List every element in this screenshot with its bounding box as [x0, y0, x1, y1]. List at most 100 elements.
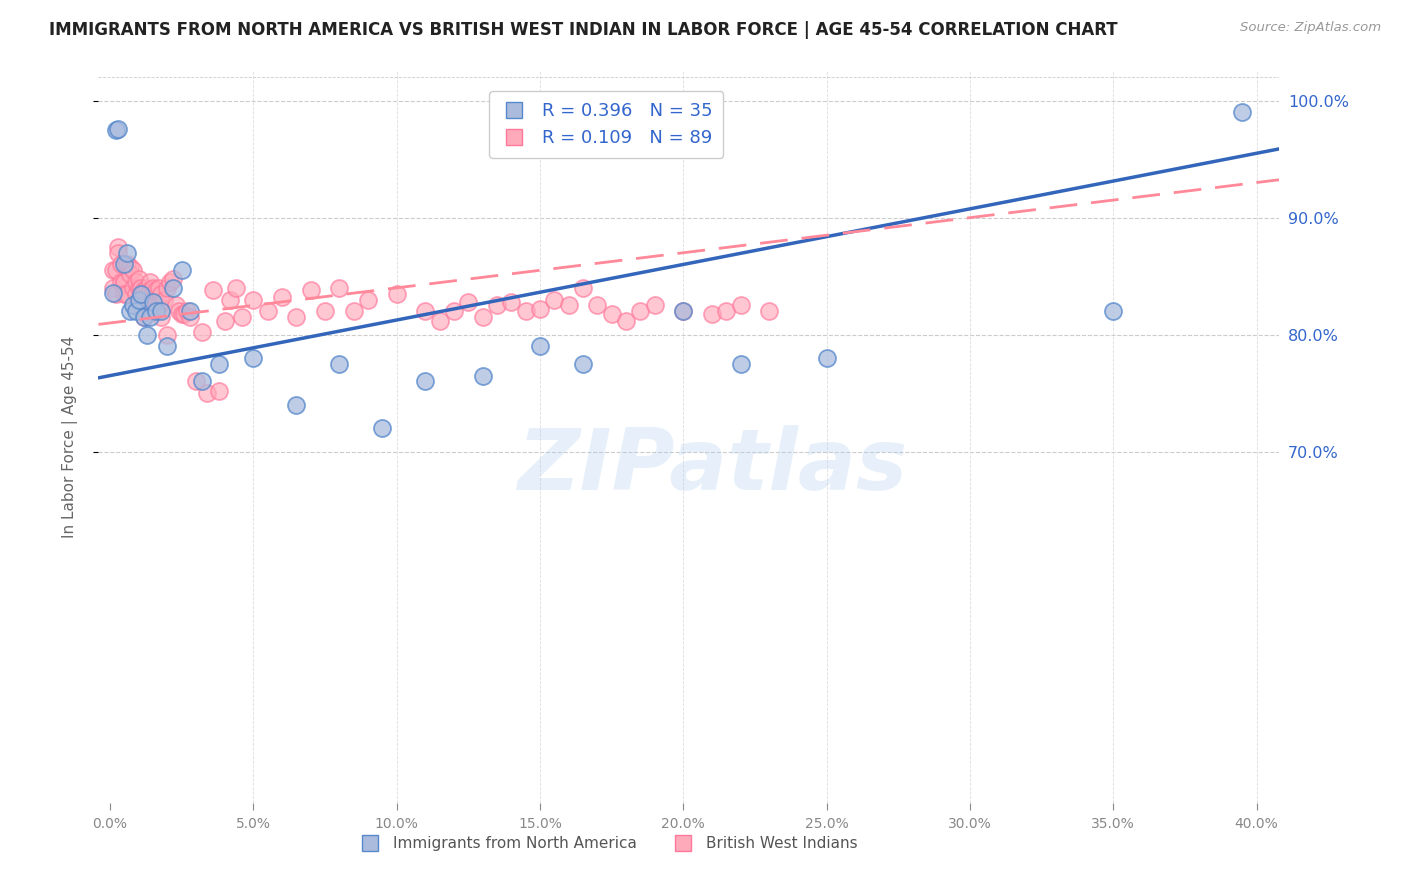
Point	[136, 304, 159, 318]
Point	[758, 304, 780, 318]
Point	[131, 281, 153, 295]
Point	[156, 281, 179, 295]
Point	[328, 281, 350, 295]
Point	[214, 313, 236, 327]
Point	[162, 271, 184, 285]
Point	[529, 339, 551, 353]
Y-axis label: In Labor Force | Age 45-54: In Labor Force | Age 45-54	[62, 336, 77, 538]
Point	[202, 283, 225, 297]
Point	[700, 307, 723, 321]
Point	[1102, 304, 1125, 318]
Point	[270, 290, 292, 304]
Point	[112, 275, 135, 289]
Point	[115, 245, 138, 260]
Point	[219, 293, 242, 307]
Point	[115, 257, 138, 271]
Point	[256, 304, 278, 318]
Point	[104, 263, 127, 277]
Point	[628, 304, 651, 318]
Point	[176, 304, 198, 318]
Point	[195, 386, 218, 401]
Point	[145, 298, 167, 312]
Point	[107, 245, 129, 260]
Point	[107, 121, 129, 136]
Point	[125, 286, 148, 301]
Point	[148, 281, 170, 295]
Point	[112, 257, 135, 271]
Text: IMMIGRANTS FROM NORTH AMERICA VS BRITISH WEST INDIAN IN LABOR FORCE | AGE 45-54 : IMMIGRANTS FROM NORTH AMERICA VS BRITISH…	[49, 21, 1118, 39]
Point	[385, 286, 408, 301]
Point	[156, 327, 179, 342]
Point	[145, 304, 167, 318]
Point	[515, 304, 537, 318]
Point	[208, 384, 231, 398]
Point	[600, 307, 623, 321]
Point	[159, 275, 181, 289]
Point	[145, 283, 167, 297]
Point	[413, 304, 436, 318]
Point	[142, 293, 165, 307]
Point	[125, 304, 148, 318]
Point	[614, 313, 637, 327]
Point	[134, 310, 156, 325]
Point	[572, 357, 595, 371]
Point	[134, 310, 156, 325]
Point	[342, 304, 364, 318]
Point	[730, 298, 752, 312]
Point	[121, 298, 143, 312]
Point	[485, 298, 508, 312]
Point	[572, 281, 595, 295]
Point	[118, 267, 141, 281]
Point	[150, 286, 173, 301]
Point	[328, 357, 350, 371]
Point	[190, 375, 212, 389]
Point	[815, 351, 838, 365]
Point	[529, 301, 551, 316]
Point	[139, 283, 162, 297]
Point	[429, 313, 451, 327]
Point	[208, 357, 231, 371]
Point	[148, 298, 170, 312]
Point	[128, 281, 150, 295]
Point	[142, 294, 165, 309]
Point	[101, 281, 124, 295]
Text: ZIPatlas: ZIPatlas	[517, 425, 908, 508]
Point	[107, 240, 129, 254]
Point	[134, 283, 156, 297]
Point	[121, 263, 143, 277]
Legend: Immigrants from North America, British West Indians: Immigrants from North America, British W…	[349, 830, 863, 857]
Point	[672, 304, 695, 318]
Point	[357, 293, 380, 307]
Point	[112, 275, 135, 289]
Point	[314, 304, 336, 318]
Point	[118, 304, 141, 318]
Point	[150, 310, 173, 325]
Point	[101, 285, 124, 300]
Point	[716, 304, 738, 318]
Text: Source: ZipAtlas.com: Source: ZipAtlas.com	[1240, 21, 1381, 35]
Point	[242, 351, 264, 365]
Point	[128, 271, 150, 285]
Point	[170, 263, 193, 277]
Point	[121, 281, 143, 295]
Point	[170, 307, 193, 321]
Point	[173, 307, 195, 321]
Point	[110, 275, 132, 289]
Point	[150, 304, 173, 318]
Point	[125, 275, 148, 289]
Point	[184, 375, 207, 389]
Point	[413, 375, 436, 389]
Point	[299, 283, 322, 297]
Point	[162, 281, 184, 295]
Point	[165, 298, 187, 312]
Point	[104, 286, 127, 301]
Point	[285, 398, 308, 412]
Point	[730, 357, 752, 371]
Point	[285, 310, 308, 325]
Point	[136, 281, 159, 295]
Point	[179, 304, 201, 318]
Point	[131, 286, 153, 301]
Point	[225, 281, 247, 295]
Point	[557, 298, 579, 312]
Point	[501, 294, 523, 309]
